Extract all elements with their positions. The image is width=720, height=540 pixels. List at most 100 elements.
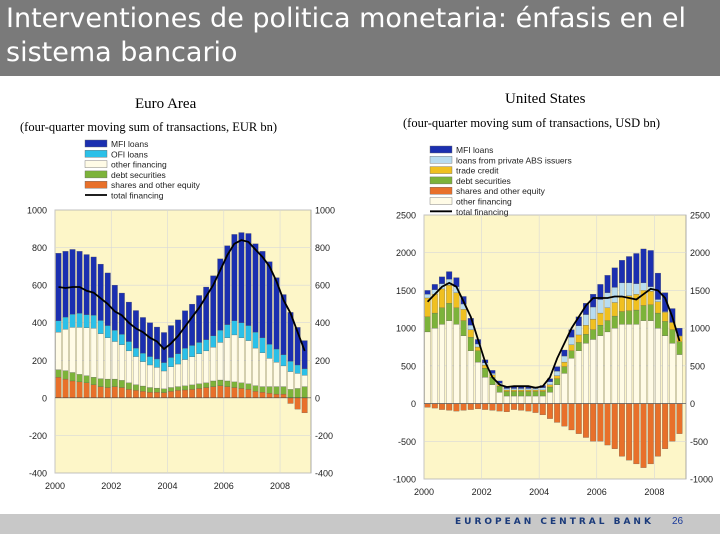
us-bar-mfi-loans (611, 267, 618, 288)
euro-bar-debt-securities (175, 386, 181, 391)
us-bar-mfi-loans (647, 250, 654, 287)
us-bar-other-financing (503, 395, 510, 404)
us-bar-shares-and-other-equity (568, 403, 575, 431)
euro-ytick-label-left: -200 (29, 431, 47, 441)
euro-bar-ofi-loans (203, 339, 210, 352)
us-bar-trade-credit (439, 288, 445, 308)
euro-bar-shares-and-other-equity (266, 393, 273, 398)
us-xtick-label: 2008 (644, 487, 664, 497)
us-bar-loans-from-private-abs-issuers (611, 287, 618, 303)
us-bar-debt-securities (539, 391, 546, 397)
euro-bar-debt-securities (69, 372, 76, 382)
euro-bar-other-financing (231, 334, 238, 383)
euro-bar-debt-securities (280, 386, 287, 395)
euro-bar-shares-and-other-equity (238, 388, 245, 398)
us-bar-shares-and-other-equity (431, 403, 438, 409)
us-bar-shares-and-other-equity (453, 403, 460, 412)
euro-bar-debt-securities (287, 389, 294, 398)
us-xtick-label: 2000 (414, 487, 434, 497)
us-legend-swatch (429, 197, 453, 205)
us-bar-loans-from-private-abs-issuers (619, 282, 625, 298)
euro-bar-ofi-loans (224, 324, 231, 338)
euro-bar-ofi-loans (259, 337, 266, 353)
us-bar-debt-securities (626, 310, 633, 325)
us-bar-trade-credit (460, 309, 467, 321)
us-legend-label: shares and other equity (456, 186, 546, 196)
us-bar-mfi-loans (518, 386, 525, 389)
euro-bar-debt-securities (217, 379, 224, 386)
euro-bar-shares-and-other-equity (189, 389, 196, 398)
us-bar-other-financing (547, 392, 553, 404)
euro-xtick-label: 2004 (158, 481, 178, 491)
us-bar-other-financing (511, 395, 517, 404)
euro-bar-mfi-loans (76, 251, 83, 314)
euro-bar-shares-and-other-equity (62, 378, 69, 398)
us-bar-other-financing (518, 395, 525, 404)
us-bar-other-financing (568, 358, 575, 404)
euro-bar-shares-and-other-equity (76, 381, 83, 398)
us-bar-loans-from-private-abs-issuers (525, 388, 532, 391)
euro-legend-swatch (84, 180, 108, 189)
us-bar-mfi-loans (446, 271, 453, 280)
footer-bank-name: EUROPEAN CENTRAL BANK (455, 517, 654, 527)
euro-bar-debt-securities (97, 378, 104, 387)
us-chart: -1000 -1000 -500 -500 0 0 500 500 1000 1000 1500 15… (393, 145, 713, 497)
us-bar-shares-and-other-equity (619, 403, 625, 457)
euro-bar-mfi-loans (111, 285, 118, 331)
us-legend-label: other financing (456, 197, 512, 207)
euro-bar-mfi-loans (104, 272, 111, 326)
us-bar-debt-securities (532, 391, 539, 397)
euro-bar-ofi-loans (217, 330, 224, 343)
euro-bar-other-financing (168, 366, 174, 388)
us-bar-other-financing (525, 395, 532, 404)
euro-bar-other-financing (266, 358, 273, 387)
us-bar-trade-credit (446, 285, 453, 304)
us-bar-trade-credit (647, 291, 654, 305)
us-bar-mfi-loans (597, 284, 604, 300)
euro-ytick-label-left: -400 (29, 469, 47, 479)
euro-bar-debt-securities (83, 375, 90, 383)
euro-bar-mfi-loans (245, 233, 252, 326)
us-bar-other-financing (619, 324, 625, 404)
euro-bar-debt-securities (168, 387, 174, 392)
euro-bar-shares-and-other-equity (83, 382, 90, 398)
us-total-financing-line (426, 281, 681, 389)
euro-bar-other-financing (273, 362, 280, 387)
euro-bar-debt-securities (90, 377, 97, 385)
euro-bar-shares-and-other-equity (301, 397, 308, 414)
us-bar-mfi-loans (561, 349, 568, 357)
us-bar-other-financing (431, 328, 438, 404)
euro-bar-ofi-loans (238, 322, 245, 338)
us-ytick-label-right: 2500 (690, 211, 710, 221)
page-number: 26 (672, 516, 684, 527)
euro-ytick-label-right: -400 (315, 469, 333, 479)
us-bar-trade-credit (539, 389, 546, 392)
us-bar-shares-and-other-equity (446, 403, 453, 411)
us-bar-debt-securities (561, 366, 568, 374)
euro-bar-debt-securities (133, 384, 139, 391)
us-bar-shares-and-other-equity (554, 403, 561, 423)
us-xtick-label: 2004 (529, 487, 549, 497)
us-bar-shares-and-other-equity (633, 403, 640, 465)
us-bar-trade-credit (619, 297, 625, 312)
us-bar-other-financing (460, 335, 467, 404)
us-ytick-label-left: -500 (398, 437, 416, 447)
us-ytick-label-left: 1500 (396, 286, 416, 296)
us-bar-shares-and-other-equity (511, 403, 517, 410)
us-bar-debt-securities (503, 391, 510, 397)
us-bar-debt-securities (676, 341, 683, 355)
euro-bar-ofi-loans (147, 356, 153, 366)
us-bar-loans-from-private-abs-issuers (511, 388, 517, 391)
euro-bar-ofi-loans (245, 325, 252, 341)
euro-bar-other-financing (55, 331, 62, 370)
euro-bar-ofi-loans (287, 361, 294, 372)
euro-bar-ofi-loans (111, 330, 118, 342)
euro-bar-other-financing (224, 337, 231, 382)
euro-bar-other-financing (203, 350, 210, 383)
us-bar-mfi-loans (619, 260, 625, 284)
us-legend-swatch (429, 166, 453, 174)
us-bar-trade-credit (604, 307, 611, 321)
euro-legend-swatch (84, 170, 108, 179)
us-bar-other-financing (496, 392, 503, 404)
us-bar-loans-from-private-abs-issuers (547, 381, 553, 385)
